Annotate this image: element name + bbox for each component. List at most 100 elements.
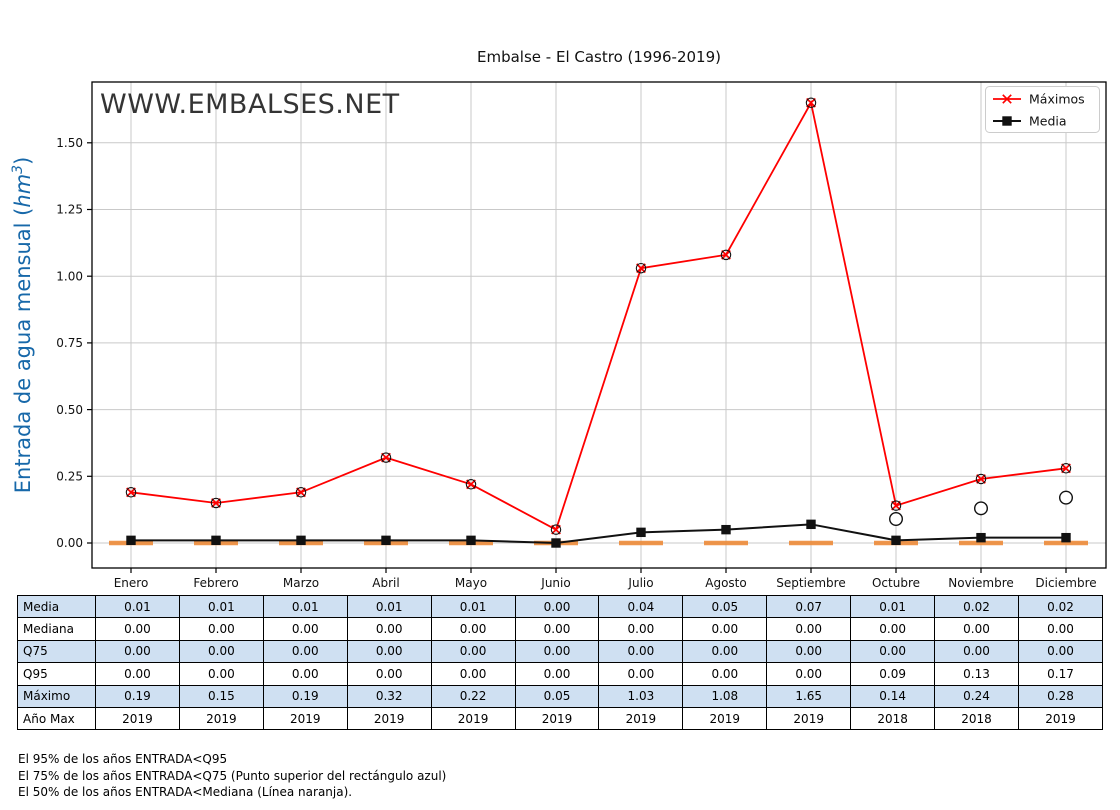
x-tick-label: Agosto	[705, 576, 746, 590]
table-cell: 0.00	[95, 639, 180, 664]
y-tick-label: 0.75	[56, 336, 83, 350]
table-cell: 1.65	[766, 684, 852, 708]
maximos-x-marker	[891, 500, 901, 511]
table-cell: 0.01	[850, 594, 936, 619]
maximos-x-marker	[721, 249, 731, 260]
table-cell: 0.00	[766, 662, 852, 686]
table-cell: 0.00	[682, 662, 768, 686]
table-cell: 0.32	[346, 684, 432, 708]
row-label: Mediana	[17, 617, 96, 641]
table-cell: 0.00	[178, 617, 264, 641]
table-cell: 0.28	[1017, 684, 1104, 708]
y-tick-label: 1.00	[56, 269, 83, 283]
table-row: Año Max 2019 2019 2019 2019 2019 2019 2019 2019 2…	[17, 706, 1104, 731]
maximos-circle-outline	[380, 452, 392, 463]
table-cell: 2019	[598, 706, 684, 731]
maximos-circle-outline	[975, 473, 987, 485]
maximos-x-marker	[466, 479, 476, 490]
table-cell: 0.01	[346, 594, 432, 619]
x-tick-label: Junio	[540, 576, 570, 590]
media-square-marker	[211, 535, 221, 546]
q95-circle-marker	[1058, 490, 1073, 505]
table-row: Q95 0.00 0.00 0.00 0.00 0.00 0.00 0.00 0.00 0.00 0…	[17, 662, 1104, 686]
maximos-circle-outline	[720, 249, 732, 261]
table-cell: 2019	[430, 706, 516, 731]
maximos-x-marker	[296, 487, 306, 498]
y-tick-label: 0.25	[56, 470, 83, 484]
y-axis-label: Entrada de agua mensual (hm3)	[10, 157, 35, 494]
table-cell: 0.01	[430, 594, 516, 619]
y-tick-label: 0.50	[56, 403, 83, 417]
y-tick-label: 1.25	[56, 203, 83, 217]
maximos-circle-outline	[1060, 463, 1072, 474]
table-cell: 0.14	[850, 684, 936, 708]
table-cell: 2019	[1017, 706, 1104, 731]
monthly-stats-table: Media 0.01 0.01 0.01 0.01 0.01 0.00 0.04 0.05 0.0…	[17, 594, 1104, 731]
x-tick-label: Diciembre	[1035, 576, 1096, 590]
table-cell: 0.09	[850, 662, 936, 686]
table-cell: 2019	[346, 706, 432, 731]
table-cell: 0.00	[598, 617, 684, 641]
table-cell: 0.00	[95, 662, 180, 686]
series-maximos	[125, 97, 1072, 535]
gridlines	[92, 82, 1106, 568]
media-square-marker	[1061, 532, 1071, 543]
table-cell: 0.00	[514, 594, 600, 619]
watermark: WWW.EMBALSES.NET	[100, 89, 400, 120]
table-cell: 0.00	[850, 617, 936, 641]
footnote-q95: El 95% de los años ENTRADA<Q95	[18, 752, 228, 766]
table-cell: 0.00	[1017, 617, 1104, 641]
table-cell: 0.01	[95, 594, 180, 619]
table-cell: 0.00	[514, 639, 600, 664]
legend-label-maximos: Máximos	[1029, 92, 1085, 107]
maximos-x-marker	[806, 97, 816, 108]
media-square-marker	[721, 524, 731, 535]
table-cell: 0.00	[598, 639, 684, 664]
row-label: Q75	[17, 639, 96, 664]
row-label: Q95	[17, 662, 96, 686]
x-tick-label: Enero	[114, 576, 149, 590]
table-cell: 0.02	[934, 594, 1019, 619]
table-cell: 0.00	[766, 639, 852, 664]
maximos-circle-outline	[635, 262, 647, 274]
axis-ticks: 0.00 0.25 0.50 0.75 1.00 1.25 1.50 Enero Febrero…	[56, 136, 1096, 590]
maximos-circle-outline	[805, 97, 817, 109]
series-q95	[889, 490, 1073, 526]
table-cell: 0.04	[598, 594, 684, 619]
table-cell: 0.22	[430, 684, 516, 708]
table-cell: 2019	[766, 706, 852, 731]
media-square-marker	[126, 535, 136, 546]
stats-table-body: Media 0.01 0.01 0.01 0.01 0.01 0.00 0.04 0.05 0.0…	[17, 594, 1104, 731]
table-cell: 0.00	[262, 617, 348, 641]
maximos-x-marker	[551, 524, 561, 535]
series-media	[126, 519, 1071, 548]
table-cell: 0.19	[262, 684, 348, 708]
media-square-marker	[976, 532, 986, 543]
table-cell: 0.02	[1017, 594, 1104, 619]
table-row: Mediana 0.00 0.00 0.00 0.00 0.00 0.00 0.00 0.00 0…	[17, 617, 1104, 641]
maximos-circle-outline	[210, 497, 222, 509]
table-cell: 1.08	[682, 684, 768, 708]
maximos-circle-outline	[465, 479, 477, 490]
table-cell: 0.00	[850, 639, 936, 664]
row-label: Año Max	[17, 706, 96, 731]
x-tick-label: Abril	[372, 576, 399, 590]
table-cell: 1.03	[598, 684, 684, 708]
x-tick-label: Noviembre	[948, 576, 1014, 590]
table-cell: 2019	[262, 706, 348, 731]
media-square-marker	[551, 538, 561, 548]
maximos-x-marker	[636, 263, 646, 274]
table-cell: 0.00	[598, 662, 684, 686]
x-tick-label: Julio	[627, 576, 653, 590]
table-row: Q75 0.00 0.00 0.00 0.00 0.00 0.00 0.00 0.00 0.00 0…	[17, 639, 1104, 664]
table-cell: 0.00	[262, 639, 348, 664]
table-cell: 0.00	[934, 617, 1019, 641]
maximos-circle-outline	[550, 524, 562, 535]
legend-item-media: Media	[993, 114, 1067, 129]
square-marker-icon	[1002, 116, 1012, 126]
table-cell: 0.00	[346, 617, 432, 641]
media-square-marker	[891, 535, 901, 546]
x-tick-label: Octubre	[872, 576, 920, 590]
table-cell: 0.17	[1017, 662, 1104, 686]
